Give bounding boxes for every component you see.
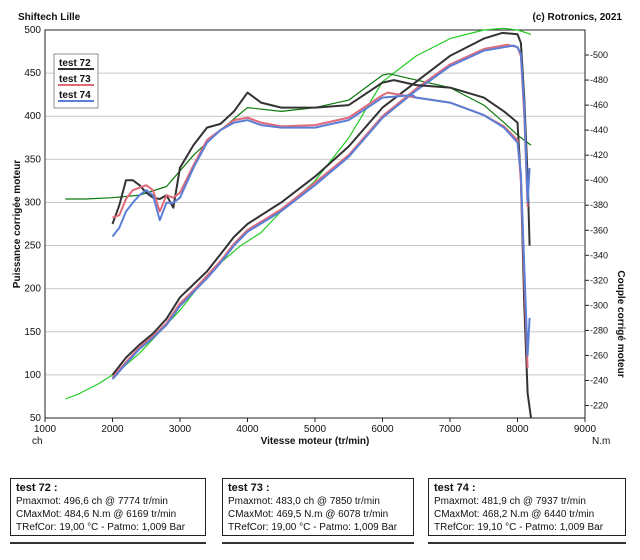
result-cmax: CMaxMot: 484,6 N.m @ 6169 tr/min	[16, 509, 177, 520]
x-tick-label: 7000	[439, 424, 462, 435]
reference-power-line	[65, 27, 532, 400]
divider	[222, 542, 414, 544]
result-box-test-72: test 72 : Pmaxmot: 496,6 ch @ 7774 tr/mi…	[10, 478, 206, 536]
y-tick-label: 300	[24, 197, 41, 208]
x-tick-label: 2000	[101, 424, 124, 435]
x-tick-label: 4000	[236, 424, 259, 435]
y2-tick-label: -480	[590, 75, 608, 85]
y2-tick-label: -400	[590, 175, 608, 185]
x-tick-label: 6000	[371, 424, 394, 435]
y2-tick-label: -220	[590, 400, 608, 410]
test-72-power-line	[111, 31, 531, 376]
result-pmax: Pmaxmot: 496,6 ch @ 7774 tr/min	[16, 496, 168, 507]
result-box-test-73: test 73 : Pmaxmot: 483,0 ch @ 7850 tr/mi…	[222, 478, 414, 536]
header-left: Shiftech Lille	[18, 12, 81, 23]
x-tick-label: 8000	[506, 424, 529, 435]
y2-axis-label: Couple corrigé moteur	[615, 270, 626, 377]
legend-label: test 72	[59, 58, 91, 69]
result-cmax: CMaxMot: 469,5 N.m @ 6078 tr/min	[228, 509, 389, 520]
header-right: (c) Rotronics, 2021	[533, 12, 623, 23]
x-unit-right: N.m	[592, 436, 610, 447]
test-74-power-line	[111, 44, 531, 380]
legend-label: test 73	[59, 74, 91, 85]
x-tick-label: 5000	[304, 424, 327, 435]
legend-label: test 74	[59, 90, 91, 101]
x-tick-label: 9000	[574, 424, 597, 435]
y-tick-label: 500	[24, 25, 41, 36]
y-tick-label: 200	[24, 284, 41, 295]
result-pmax: Pmaxmot: 483,0 ch @ 7850 tr/min	[228, 496, 380, 507]
x-axis-label: Vitesse moteur (tr/min)	[261, 436, 370, 447]
x-tick-label: 3000	[169, 424, 192, 435]
x-axis-ticks: 1000 2000 3000 4000 5000 6000 7000 8000 9000	[34, 418, 597, 435]
x-unit-left: ch	[32, 436, 43, 447]
y2-tick-label: -440	[590, 125, 608, 135]
y2-tick-label: -280	[590, 325, 608, 335]
plot-frame	[44, 29, 586, 419]
result-tref: TRefCor: 19,00 °C - Patmo: 1,009 Bar	[16, 522, 186, 533]
y2-tick-label: -320	[590, 275, 608, 285]
reference-torque-line	[65, 73, 532, 200]
y2-tick-label: -460	[590, 100, 608, 110]
result-cmax: CMaxMot: 468,2 N.m @ 6440 tr/min	[434, 509, 595, 520]
y-tick-label: 250	[24, 241, 41, 252]
y-axis-label: Puissance corrigée moteur	[12, 160, 23, 288]
result-tref: TRefCor: 19,00 °C - Patmo: 1,009 Bar	[228, 522, 398, 533]
result-pmax: Pmaxmot: 481,9 ch @ 7937 tr/min	[434, 496, 586, 507]
divider	[10, 542, 206, 544]
result-title: test 72 :	[16, 482, 58, 494]
y2-tick-label: -500	[590, 50, 608, 60]
y-axis-ticks: 50 100 150 200 250 300 350 400 450 500	[24, 25, 41, 424]
y2-tick-label: -360	[590, 225, 608, 235]
legend: test 72 test 73 test 74	[53, 53, 99, 109]
y2-tick-label: -300	[590, 300, 608, 310]
y-tick-label: 350	[24, 154, 41, 165]
y2-tick-label: -420	[590, 150, 608, 160]
y-tick-label: 150	[24, 327, 41, 338]
result-tref: TRefCor: 19,10 °C - Patmo: 1,009 Bar	[434, 522, 604, 533]
test-72-torque-line	[111, 79, 532, 419]
y2-tick-label: -380	[590, 200, 608, 210]
divider	[428, 542, 626, 544]
result-title: test 74 :	[434, 482, 476, 494]
gridlines	[45, 29, 585, 419]
result-box-test-74: test 74 : Pmaxmot: 481,9 ch @ 7937 tr/mi…	[428, 478, 626, 536]
y2-tick-label: -340	[590, 250, 608, 260]
legend-box	[53, 53, 99, 109]
test-73-torque-line	[112, 91, 529, 368]
y-tick-label: 450	[24, 68, 41, 79]
dyno-chart: Shiftech Lille (c) Rotronics, 2021 50100…	[12, 12, 626, 447]
result-title: test 73 :	[228, 482, 270, 494]
y-tick-label: 50	[30, 413, 42, 424]
y-tick-label: 400	[24, 111, 41, 122]
series-group	[65, 27, 532, 419]
y2-tick-label: -260	[590, 350, 608, 360]
test-74-torque-line	[111, 94, 531, 357]
x-tick-label: 1000	[34, 424, 57, 435]
y-tick-label: 100	[24, 370, 41, 381]
y2-axis-ticks: -220 -240 -260 -280 -300 -320 -340 -360 -380 -400…	[585, 50, 608, 410]
test-73-power-line	[111, 43, 529, 379]
y2-tick-label: -240	[590, 375, 608, 385]
